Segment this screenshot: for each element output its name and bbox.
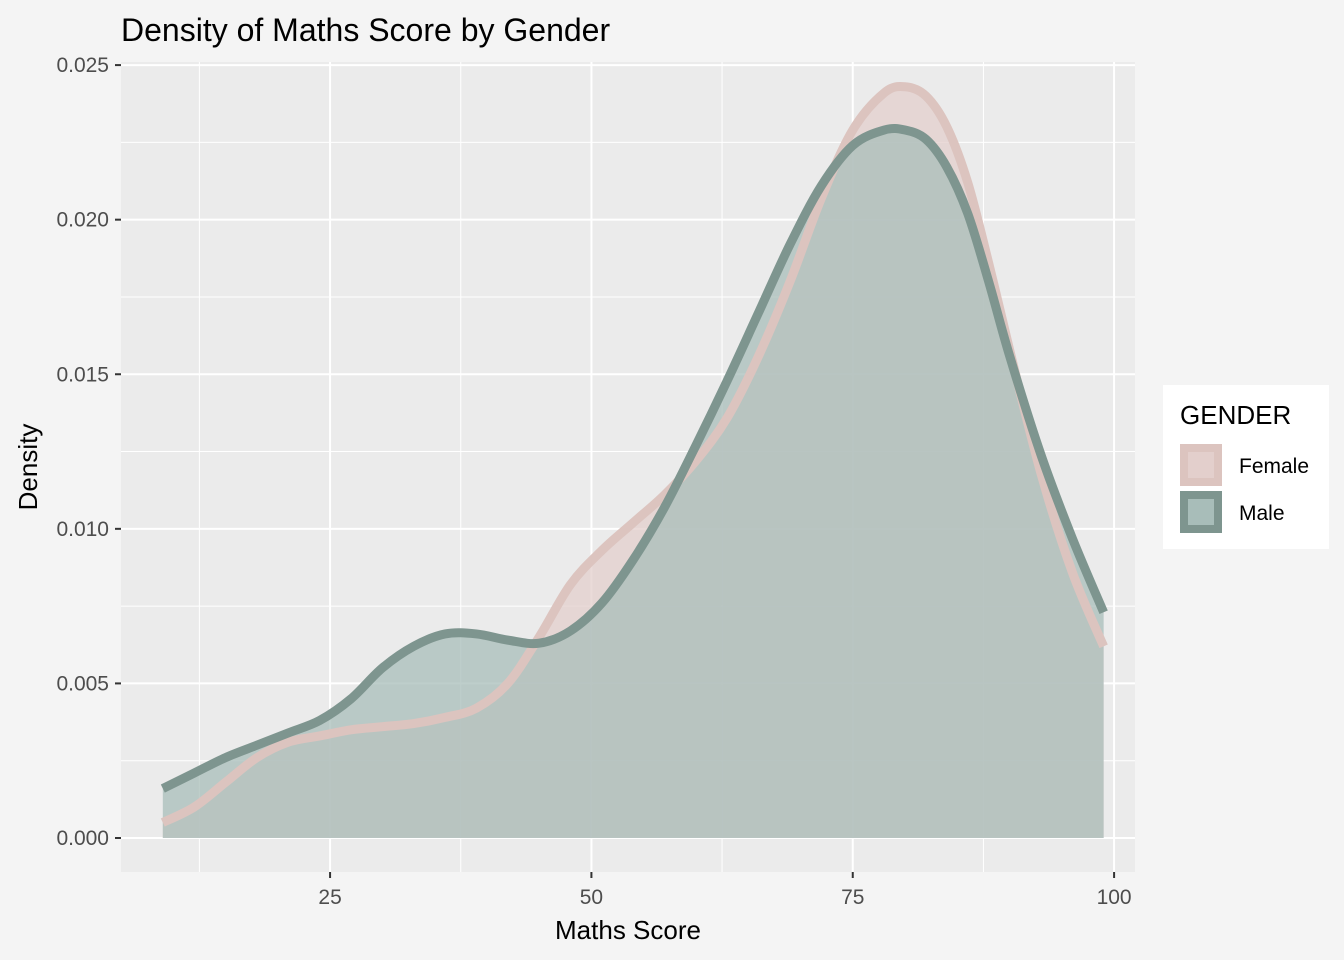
x-axis-title: Maths Score bbox=[555, 915, 701, 945]
legend-swatch-female bbox=[1180, 444, 1222, 486]
y-tick-label: 0.025 bbox=[56, 54, 109, 77]
density-series bbox=[160, 81, 1108, 838]
chart-title: Density of Maths Score by Gender bbox=[121, 12, 610, 48]
y-tick-label: 0.015 bbox=[56, 363, 109, 386]
male-density-line bbox=[160, 123, 1108, 793]
female-density-line bbox=[160, 81, 1108, 827]
x-tick-label: 75 bbox=[841, 886, 864, 909]
y-tick-label: 0.010 bbox=[56, 518, 109, 541]
y-axis: 0.000 0.005 0.010 0.015 0.020 0.025 bbox=[56, 54, 121, 850]
legend-label-male: Male bbox=[1239, 502, 1285, 525]
x-tick-label: 50 bbox=[580, 886, 603, 909]
y-tick-label: 0.020 bbox=[56, 209, 109, 232]
y-tick-label: 0.000 bbox=[56, 827, 109, 850]
y-tick-label: 0.005 bbox=[56, 672, 109, 695]
x-tick-label: 100 bbox=[1097, 886, 1132, 909]
legend-label-female: Female bbox=[1239, 455, 1309, 478]
x-tick-label: 25 bbox=[318, 886, 341, 909]
x-axis: 25 50 75 100 bbox=[318, 872, 1132, 909]
legend-title: GENDER bbox=[1180, 400, 1291, 430]
legend: GENDER Female Male bbox=[1163, 385, 1329, 549]
y-axis-title: Density bbox=[13, 424, 43, 511]
legend-swatch-male bbox=[1180, 491, 1222, 533]
